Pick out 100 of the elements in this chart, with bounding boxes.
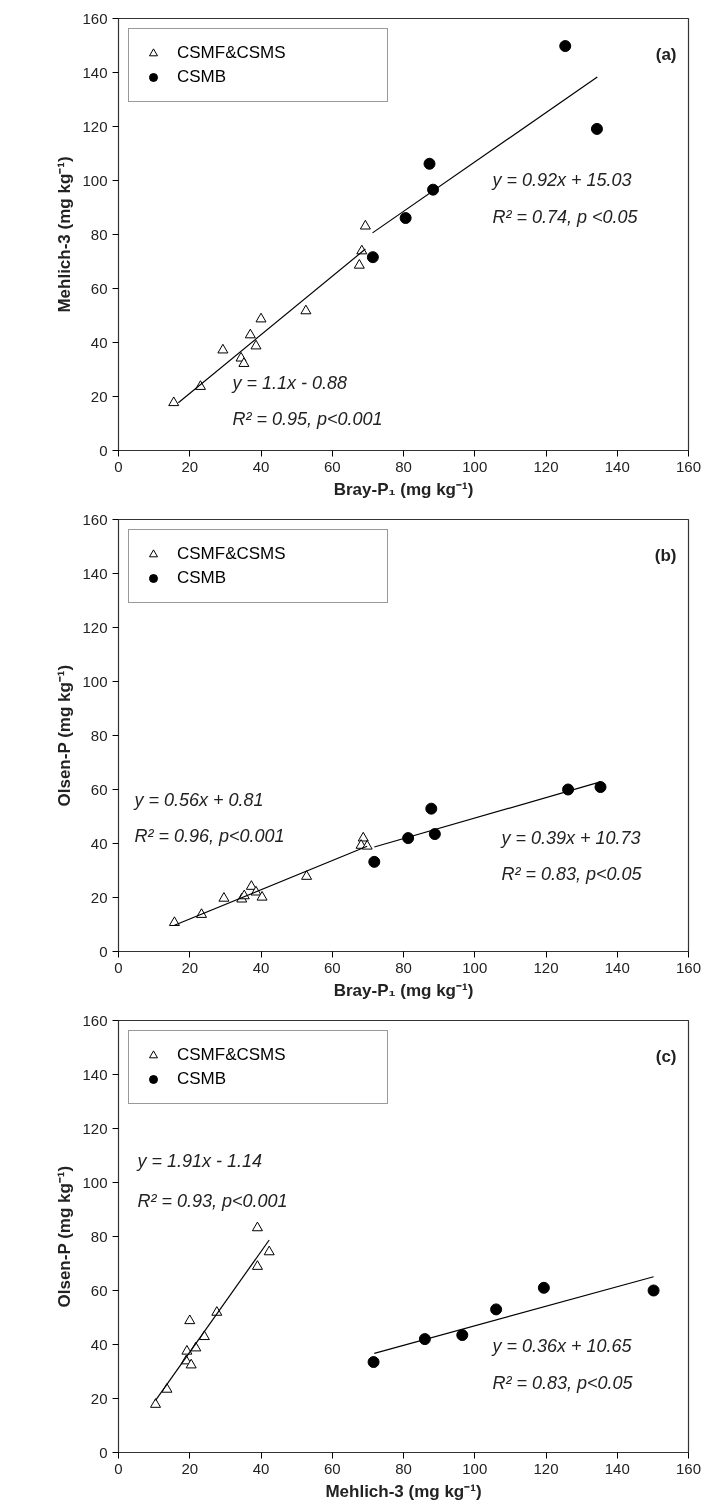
y-tick-label: 160	[82, 1011, 108, 1029]
point	[218, 892, 230, 902]
point	[647, 1284, 660, 1297]
y-tick-label: 100	[82, 672, 108, 690]
point	[594, 781, 607, 794]
point	[368, 855, 381, 868]
point	[353, 259, 365, 269]
y-tick-label: 140	[82, 63, 108, 81]
y-tick-label: 80	[90, 726, 108, 744]
x-tick-label: 100	[462, 457, 488, 475]
point	[251, 1260, 263, 1270]
x-axis-title: Bray-P₁ (mg kg⁻¹)	[333, 980, 474, 1000]
y-tick-label: 40	[90, 333, 108, 351]
y-tick-label: 20	[90, 387, 108, 405]
y-tick-label: 40	[90, 834, 108, 852]
annotation: R² = 0.93, p<0.001	[137, 1190, 288, 1211]
legend-label: CSMB	[177, 1069, 228, 1089]
annotation: y = 0.39x + 10.73	[499, 827, 641, 848]
y-tick-label: 80	[90, 1227, 108, 1245]
x-tick-label: 20	[181, 958, 199, 976]
point	[300, 304, 312, 315]
point	[251, 1221, 263, 1232]
point	[245, 880, 257, 890]
point	[366, 251, 379, 264]
text: (a)	[655, 44, 677, 64]
legend-label: CSMF&CSMS	[177, 1045, 287, 1065]
point	[456, 1329, 469, 1342]
text: (c)	[655, 1046, 677, 1066]
legend-label: CSMF&CSMS	[177, 544, 287, 564]
x-tick-label: 40	[252, 958, 270, 976]
y-tick-label: 0	[99, 942, 108, 960]
y-tick-label: 120	[82, 1119, 108, 1137]
x-tick-label: 60	[323, 1459, 341, 1477]
annotation: R² = 0.83, p<0.05	[492, 1372, 634, 1393]
x-tick-label: 20	[181, 1459, 199, 1477]
point	[399, 212, 412, 225]
point	[301, 870, 313, 880]
y-tick-label: 60	[90, 1281, 108, 1299]
point	[559, 40, 572, 53]
x-tick-label: 60	[323, 457, 341, 475]
annotation: y = 0.92x + 15.03	[490, 169, 632, 190]
x-tick-label: 160	[675, 958, 702, 976]
text: (b)	[654, 545, 677, 565]
point	[150, 1398, 162, 1408]
point	[490, 1303, 503, 1316]
y-tick-label: 0	[99, 441, 108, 459]
legend-label: CSMB	[177, 568, 228, 588]
point	[256, 890, 268, 901]
annotation: y = 1.91x - 1.14	[135, 1150, 263, 1171]
x-tick-label: 40	[252, 457, 270, 475]
point	[562, 783, 575, 796]
x-tick-label: 0	[114, 958, 123, 976]
y-tick-label: 20	[90, 888, 108, 906]
point	[357, 831, 369, 842]
x-tick-label: 120	[533, 958, 559, 976]
annotation: y = 1.1x - 0.88	[230, 372, 348, 393]
point	[427, 183, 440, 196]
y-tick-label: 140	[82, 1065, 108, 1083]
y-tick-label: 60	[90, 279, 108, 297]
y-tick-label: 120	[82, 117, 108, 135]
point	[418, 1333, 431, 1346]
point	[255, 312, 267, 323]
annotation: y = 0.56x + 0.81	[132, 789, 264, 810]
legend-label: CSMF&CSMS	[177, 43, 287, 63]
x-tick-label: 120	[533, 457, 559, 475]
x-tick-label: 40	[252, 1459, 270, 1477]
y-tick-label: 100	[82, 171, 108, 189]
point	[185, 1358, 197, 1369]
x-tick-label: 120	[533, 1459, 559, 1477]
point	[402, 832, 415, 845]
point	[367, 1356, 380, 1369]
x-tick-label: 0	[114, 457, 123, 475]
y-axis-title: Olsen-P (mg kg⁻¹)	[55, 664, 75, 807]
y-tick-label: 100	[82, 1173, 108, 1191]
x-tick-label: 100	[462, 1459, 488, 1477]
y-tick-label: 80	[90, 225, 108, 243]
legend-label: CSMB	[177, 67, 228, 87]
y-tick-label: 120	[82, 618, 108, 636]
y-tick-label: 60	[90, 780, 108, 798]
point	[238, 357, 250, 367]
point	[263, 1245, 275, 1256]
x-tick-label: 140	[604, 958, 630, 976]
x-axis-title: Mehlich-3 (mg kg⁻¹)	[325, 1481, 482, 1501]
annotation: R² = 0.83, p<0.05	[501, 863, 643, 884]
x-tick-label: 140	[604, 1459, 630, 1477]
point	[359, 219, 371, 230]
x-tick-label: 80	[395, 1459, 412, 1477]
point	[217, 343, 229, 354]
point	[428, 828, 441, 841]
y-tick-label: 160	[82, 9, 108, 27]
x-tick-label: 160	[675, 1459, 702, 1477]
x-tick-label: 140	[604, 457, 630, 475]
y-tick-label: 20	[90, 1389, 108, 1407]
x-tick-label: 100	[462, 958, 488, 976]
annotation: R² = 0.96, p<0.001	[134, 825, 285, 846]
x-tick-label: 80	[395, 958, 412, 976]
y-tick-label: 0	[99, 1443, 108, 1461]
point	[537, 1281, 550, 1294]
annotation: R² = 0.95, p<0.001	[232, 408, 383, 429]
point	[244, 328, 256, 339]
